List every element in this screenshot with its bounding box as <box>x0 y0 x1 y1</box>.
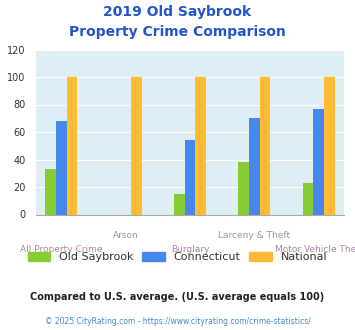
Text: 2019 Old Saybrook: 2019 Old Saybrook <box>103 5 252 19</box>
Legend: Old Saybrook, Connecticut, National: Old Saybrook, Connecticut, National <box>23 248 332 267</box>
Bar <box>45 169 56 214</box>
Bar <box>260 77 271 214</box>
Bar <box>249 118 260 214</box>
Bar <box>313 109 324 214</box>
Bar <box>302 183 313 214</box>
Bar <box>185 140 195 214</box>
Text: Compared to U.S. average. (U.S. average equals 100): Compared to U.S. average. (U.S. average … <box>31 292 324 302</box>
Bar <box>324 77 335 214</box>
Bar <box>238 162 249 214</box>
Bar <box>56 121 67 214</box>
Text: Property Crime Comparison: Property Crime Comparison <box>69 25 286 39</box>
Text: Motor Vehicle Theft: Motor Vehicle Theft <box>275 245 355 254</box>
Bar <box>67 77 77 214</box>
Text: Arson: Arson <box>113 231 138 240</box>
Bar <box>195 77 206 214</box>
Bar <box>174 194 185 214</box>
Text: Burglary: Burglary <box>171 245 209 254</box>
Text: © 2025 CityRating.com - https://www.cityrating.com/crime-statistics/: © 2025 CityRating.com - https://www.city… <box>45 317 310 326</box>
Bar <box>131 77 142 214</box>
Text: All Property Crime: All Property Crime <box>20 245 103 254</box>
Text: Larceny & Theft: Larceny & Theft <box>218 231 290 240</box>
